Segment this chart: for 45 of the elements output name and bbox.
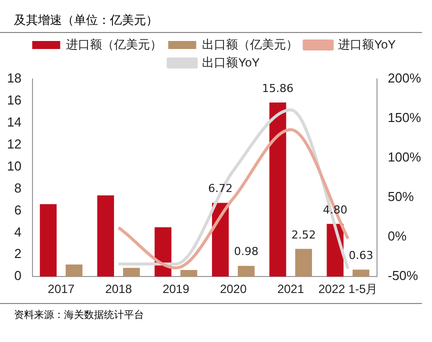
y2-tick-label: 200% xyxy=(388,70,422,86)
y-tick-label: 8 xyxy=(14,180,22,196)
legend-label: 进口额（亿美元） xyxy=(66,37,162,52)
data-label: 0.98 xyxy=(234,245,258,258)
legend-label: 出口额YoY xyxy=(202,55,260,70)
legend-label: 进口额YoY xyxy=(338,37,396,52)
y-tick-label: 10 xyxy=(6,158,22,174)
y2-tick-label: -50% xyxy=(388,268,419,284)
data-label: 4.80 xyxy=(322,203,348,216)
bar xyxy=(238,266,255,277)
x-tick-label: 2019 xyxy=(162,282,190,296)
data-label: 0.63 xyxy=(348,249,374,262)
y-tick-label: 16 xyxy=(6,92,22,108)
x-tick-label: 2021 xyxy=(277,282,304,296)
y-tick-label: 12 xyxy=(6,136,22,152)
data-label: 15.86 xyxy=(262,82,294,95)
x-tick-label: 2017 xyxy=(48,282,75,296)
data-label: 6.72 xyxy=(208,182,233,196)
bar xyxy=(295,248,312,277)
bar xyxy=(66,264,82,277)
y-tick-label: 0 xyxy=(14,268,22,284)
x-tick-label: 2022 1-5月 xyxy=(318,282,378,296)
y-tick-label: 6 xyxy=(14,202,22,218)
bar xyxy=(352,270,370,277)
y-tick-label: 2 xyxy=(14,246,22,262)
text: 资料来源：海关数据统计平台 xyxy=(0,303,422,326)
legend-label: 出口额（亿美元） xyxy=(202,37,298,52)
bar xyxy=(212,202,229,277)
bar xyxy=(40,204,57,277)
y-tick-label: 4 xyxy=(14,224,22,240)
y-tick-label: 18 xyxy=(6,70,22,86)
y-tick-label: 14 xyxy=(6,114,22,130)
bar xyxy=(269,102,286,277)
x-tick-label: 2018 xyxy=(105,282,132,296)
bar xyxy=(154,227,172,277)
chart-title: 及其增速（单位：亿美元） xyxy=(0,0,422,33)
bar xyxy=(123,268,140,277)
bar xyxy=(97,195,114,277)
bar xyxy=(180,270,198,277)
data-label: 2.52 xyxy=(291,228,316,242)
x-tick-label: 2020 xyxy=(220,282,247,296)
y2-tick-label: 100% xyxy=(388,150,422,165)
y2-tick-label: 50% xyxy=(388,189,414,204)
y2-tick-label: 150% xyxy=(388,110,422,126)
y2-tick-label: 0% xyxy=(388,228,407,244)
